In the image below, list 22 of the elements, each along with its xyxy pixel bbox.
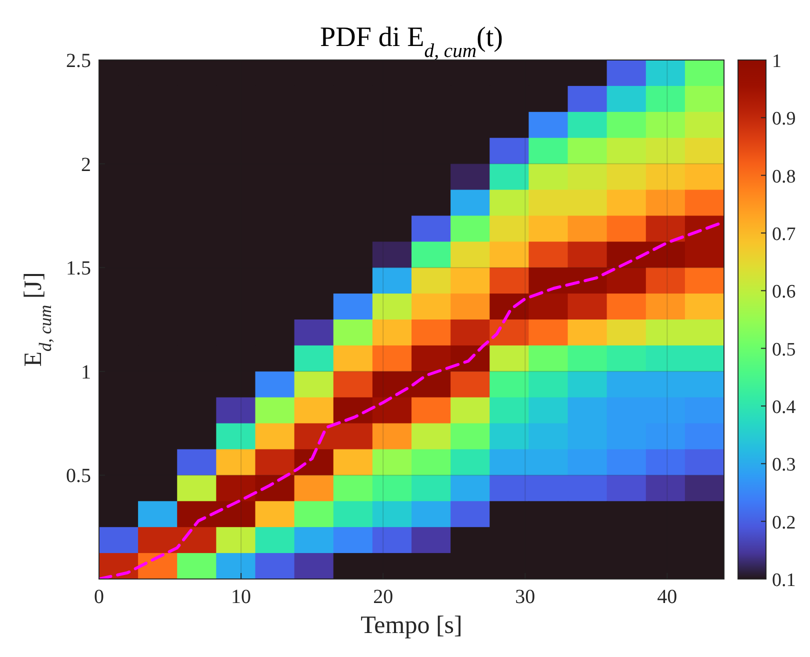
x-tick-label: 0	[94, 586, 104, 608]
color-bar-label: 0.2	[772, 512, 796, 534]
color-bar-label: 0.6	[772, 282, 796, 303]
color-bar-label: 0.1	[772, 570, 796, 591]
color-bar-label: 0.5	[772, 339, 796, 360]
y-tick-label: 0.5	[66, 465, 91, 488]
color-bar-label: 1	[772, 51, 782, 72]
x-axis-title: Tempo [s]	[360, 612, 462, 639]
chart-title: PDF di E$_{d, cum}$(t)	[320, 22, 503, 62]
x-tick-label: 40	[657, 586, 678, 608]
color-bar-label: 0.9	[772, 108, 796, 130]
y-tick-label: 1	[81, 361, 91, 384]
x-tick-label: 10	[231, 586, 252, 608]
y-tick-label: 2.5	[66, 50, 91, 72]
y-tick-label: 1.5	[66, 258, 91, 280]
color-bar-label: 0.7	[772, 224, 796, 245]
y-tick-label: 2	[81, 154, 91, 176]
color-bar-label: 0.8	[772, 166, 796, 188]
x-tick-label: 30	[515, 586, 536, 608]
color-bar-label: 0.3	[772, 454, 796, 476]
color-bar-label: 0.4	[772, 397, 796, 418]
x-tick-label: 20	[373, 586, 394, 608]
